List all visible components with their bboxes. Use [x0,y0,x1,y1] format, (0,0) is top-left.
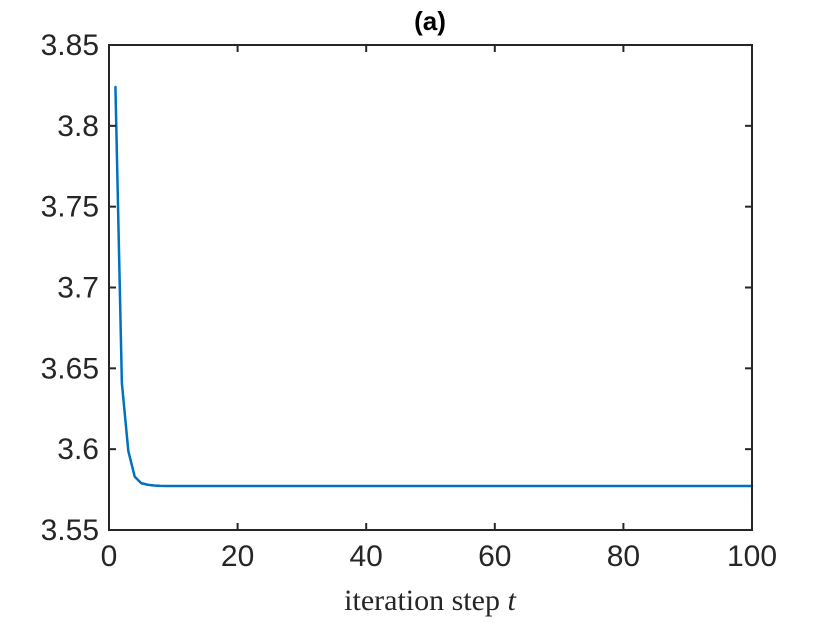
x-axis-title: iteration step t [344,584,516,617]
x-axis-label: iteration step [344,584,500,617]
series-layer [114,85,754,488]
plot-area [109,45,752,530]
x-tick-label: 80 [607,540,640,573]
y-tick-label: 3.6 [57,433,99,466]
y-tick-label: 3.75 [41,191,99,224]
x-tick-label: 0 [101,540,118,573]
x-tick-label: 60 [478,540,511,573]
tick-labels: 0 20 40 60 80 100 3.55 3.6 3.65 3.7 3.75 3.8 3.85 [41,29,777,573]
y-tick-label: 3.7 [57,272,99,305]
series-line [114,85,754,488]
y-tick-label: 3.8 [57,110,99,143]
tick-marks [108,44,753,531]
y-tick-label: 3.55 [41,514,99,547]
y-tick-label: 3.65 [41,352,99,385]
x-tick-label: 100 [727,540,777,573]
x-axis-variable: t [507,584,516,617]
y-tick-label: 3.85 [41,29,99,62]
chart-title: (a) [414,6,446,36]
x-tick-label: 20 [221,540,254,573]
x-tick-label: 40 [350,540,383,573]
